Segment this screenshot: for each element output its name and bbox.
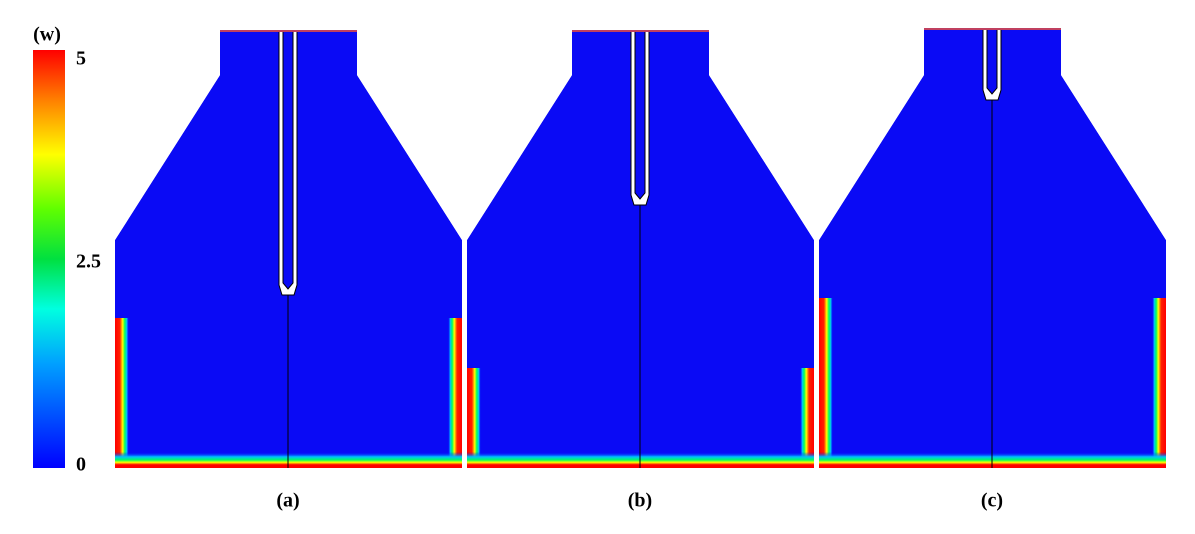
contour-panel bbox=[115, 30, 462, 468]
probe-inner bbox=[634, 30, 646, 200]
panel-label: (a) bbox=[276, 490, 299, 512]
heat-left bbox=[115, 318, 129, 468]
heat-right bbox=[1152, 298, 1166, 468]
panel-label: (b) bbox=[628, 490, 652, 512]
contour-panel bbox=[819, 28, 1166, 468]
colorbar-tick-label: 0 bbox=[76, 454, 86, 476]
colorbar bbox=[33, 50, 65, 468]
heat-right bbox=[448, 318, 462, 468]
colorbar-tick-label: 5 bbox=[76, 48, 86, 70]
probe-inner bbox=[282, 30, 294, 290]
colorbar-title: (w) bbox=[33, 24, 61, 46]
panel-label: (c) bbox=[981, 490, 1003, 512]
heat-left bbox=[819, 298, 833, 468]
heat-right bbox=[800, 368, 814, 468]
colorbar-tick-label: 2.5 bbox=[76, 251, 101, 273]
contour-panel bbox=[467, 30, 814, 468]
probe-inner bbox=[986, 28, 998, 95]
heat-left bbox=[467, 368, 481, 468]
